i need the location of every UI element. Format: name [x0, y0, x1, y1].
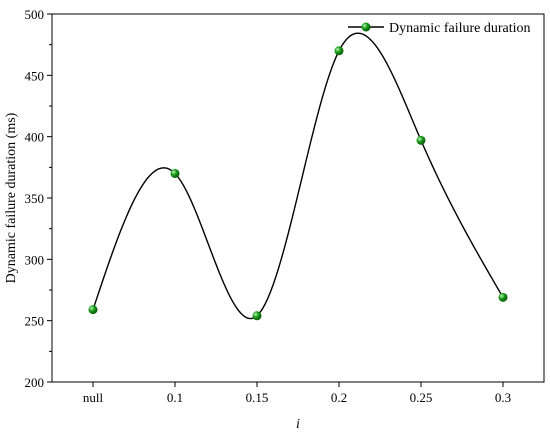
data-point	[334, 46, 344, 56]
legend-marker-swatch	[361, 22, 371, 32]
y-tick-label: 400	[25, 130, 45, 145]
legend: Dynamic failure duration	[348, 21, 531, 36]
y-tick-label: 450	[25, 68, 45, 83]
x-axis-title: i	[296, 417, 300, 432]
data-point	[416, 135, 426, 145]
x-axis: null 0.1 0.15 0.2 0.25 0.3	[83, 382, 511, 405]
legend-label: Dynamic failure duration	[389, 21, 531, 36]
y-tick-label: 500	[25, 7, 45, 22]
data-point	[498, 292, 508, 302]
x-tick-label: 0.25	[410, 390, 433, 405]
y-tick-label: 200	[25, 375, 45, 390]
y-tick-label: 250	[25, 314, 45, 329]
data-point	[170, 168, 180, 178]
series-fit-line	[92, 32, 504, 320]
plot-frame	[51, 13, 545, 383]
y-axis-title: Dynamic failure duration (ms)	[4, 112, 19, 283]
y-tick-label: 300	[25, 252, 45, 267]
x-tick-label: 0.1	[167, 390, 183, 405]
x-tick-label: 0.2	[331, 390, 347, 405]
data-point	[252, 311, 262, 321]
y-axis: 200 250 300 350 400 450 500	[25, 7, 52, 390]
x-tick-label: 0.3	[495, 390, 511, 405]
x-tick-label: null	[83, 390, 104, 405]
data-point	[88, 305, 98, 315]
x-tick-label: 0.15	[246, 390, 269, 405]
series-points	[88, 46, 508, 321]
y-tick-label: 350	[25, 191, 45, 206]
